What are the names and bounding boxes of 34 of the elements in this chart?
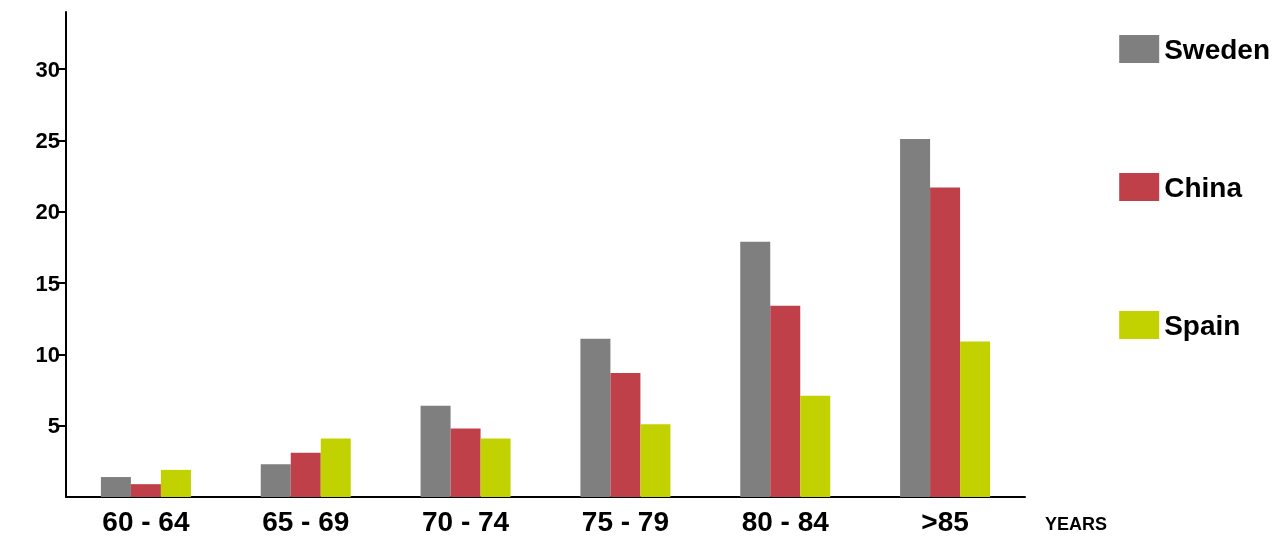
bar (290, 452, 321, 497)
y-tick-label: 20 (35, 199, 60, 225)
bar (900, 138, 931, 497)
bar (100, 477, 131, 497)
legend-label: Sweden (1164, 33, 1271, 65)
y-tick-label: 10 (35, 341, 60, 367)
legend-label: China (1164, 171, 1243, 203)
bar (420, 405, 451, 497)
legend-label: Spain (1164, 309, 1241, 341)
bar (580, 338, 611, 497)
bar (450, 428, 481, 497)
x-tick-label: 75 - 79 (581, 505, 669, 537)
x-tick-label: >85 (921, 505, 969, 537)
x-tick-label: 80 - 84 (741, 505, 830, 537)
bar (770, 305, 801, 497)
bar (930, 187, 961, 497)
bar (260, 464, 291, 497)
y-tick-label: 25 (35, 127, 60, 153)
x-tick-label: 60 - 64 (102, 505, 190, 537)
x-tick-label: 70 - 74 (422, 505, 510, 537)
y-tick-label: 30 (35, 56, 60, 82)
bar (130, 484, 161, 497)
bar (480, 438, 511, 497)
bar (610, 372, 641, 497)
bar (640, 424, 671, 497)
bar (320, 438, 351, 497)
bar (740, 241, 771, 497)
bar (960, 341, 991, 497)
x-axis-title: YEARS (1045, 514, 1108, 534)
bar (800, 395, 831, 497)
y-tick-label: 15 (35, 270, 60, 296)
bar (160, 469, 191, 497)
x-tick-label: 65 - 69 (262, 505, 350, 537)
y-tick-label: 5 (47, 413, 60, 439)
